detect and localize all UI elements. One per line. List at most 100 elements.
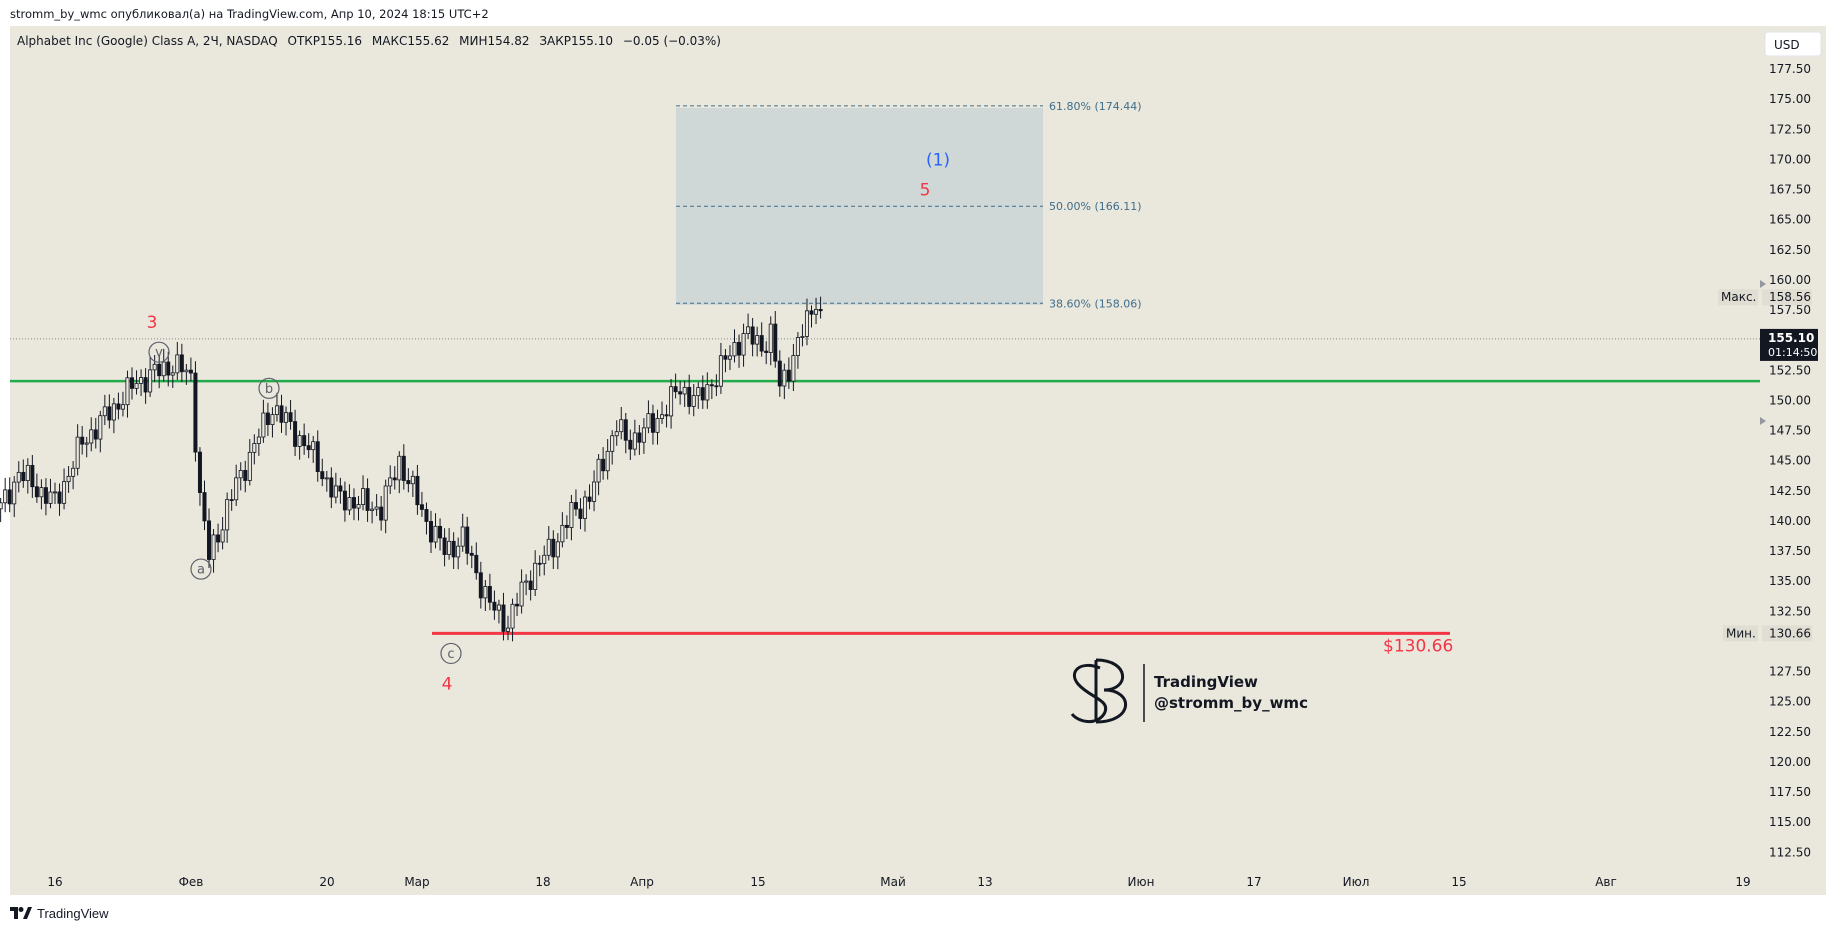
candle[interactable] <box>746 313 751 339</box>
candle[interactable] <box>773 311 778 368</box>
wave-label-5[interactable]: 5 <box>920 181 931 201</box>
candle[interactable] <box>111 397 116 434</box>
candle[interactable] <box>75 424 80 476</box>
candle[interactable] <box>737 334 742 368</box>
candle[interactable] <box>673 373 678 399</box>
candle[interactable] <box>714 374 719 397</box>
candle[interactable] <box>193 361 198 462</box>
candle[interactable] <box>320 458 325 487</box>
candle[interactable] <box>664 404 669 428</box>
wave-label-(1)[interactable]: (1) <box>926 150 950 170</box>
candle[interactable] <box>646 400 651 434</box>
candle[interactable] <box>379 496 384 531</box>
candle[interactable] <box>465 516 470 565</box>
candle[interactable] <box>284 406 289 436</box>
candle[interactable] <box>528 570 533 601</box>
candle[interactable] <box>388 465 393 495</box>
candle[interactable] <box>632 419 637 456</box>
candle[interactable] <box>669 378 674 429</box>
candle[interactable] <box>424 502 429 535</box>
candle[interactable] <box>727 345 732 371</box>
candle[interactable] <box>619 406 624 440</box>
candle[interactable] <box>80 425 85 455</box>
candle[interactable] <box>483 580 488 612</box>
candle[interactable] <box>347 484 352 516</box>
candle[interactable] <box>25 458 30 494</box>
candle[interactable] <box>261 399 266 443</box>
candle[interactable] <box>438 518 443 551</box>
candle[interactable] <box>143 368 148 404</box>
candle[interactable] <box>102 394 107 426</box>
candle[interactable] <box>583 490 588 532</box>
candle[interactable] <box>641 418 646 454</box>
candle[interactable] <box>220 517 225 550</box>
candle[interactable] <box>546 526 551 561</box>
candle[interactable] <box>238 462 243 491</box>
candle[interactable] <box>84 436 89 458</box>
candle[interactable] <box>660 401 665 424</box>
candle[interactable] <box>229 489 234 511</box>
candle[interactable] <box>791 343 796 392</box>
candle[interactable] <box>460 513 465 552</box>
candle[interactable] <box>98 410 103 453</box>
candle[interactable] <box>496 599 501 624</box>
candle[interactable] <box>573 489 578 516</box>
candle[interactable] <box>392 466 397 490</box>
wave-label-a[interactable]: a <box>197 563 205 578</box>
candle[interactable] <box>614 420 619 446</box>
candle[interactable] <box>216 523 221 553</box>
candle[interactable] <box>170 365 175 388</box>
candle[interactable] <box>560 512 565 548</box>
candle[interactable] <box>48 478 53 509</box>
candle[interactable] <box>510 598 515 642</box>
candle[interactable] <box>21 459 26 488</box>
candle[interactable] <box>587 484 592 510</box>
candle[interactable] <box>678 380 683 405</box>
candle[interactable] <box>179 343 184 383</box>
candle[interactable] <box>148 356 153 397</box>
candle[interactable] <box>302 423 307 455</box>
candle[interactable] <box>288 400 293 430</box>
candles[interactable] <box>0 296 823 642</box>
candle[interactable] <box>732 329 737 363</box>
candle[interactable] <box>750 317 755 357</box>
candle[interactable] <box>234 464 239 506</box>
footer-logo[interactable]: TradingView <box>10 905 109 921</box>
candle[interactable] <box>524 574 529 596</box>
wave-label-c[interactable]: c <box>447 647 454 662</box>
candle[interactable] <box>188 357 193 382</box>
candle[interactable] <box>397 451 402 494</box>
candle[interactable] <box>279 394 284 433</box>
candle[interactable] <box>152 355 157 382</box>
wave-label-3[interactable]: 3 <box>147 313 158 333</box>
candle[interactable] <box>125 370 130 418</box>
candle[interactable] <box>184 363 189 385</box>
price-axis[interactable]: 177.50 175.00 172.50 170.00 167.50 165.00 162.… <box>1769 62 1811 859</box>
candle[interactable] <box>306 433 311 459</box>
alert-arrow-icon[interactable] <box>1760 280 1766 288</box>
candle[interactable] <box>433 513 438 549</box>
candle[interactable] <box>53 482 58 504</box>
candle[interactable] <box>297 430 302 460</box>
candle[interactable] <box>311 435 316 463</box>
candle[interactable] <box>718 342 723 394</box>
candle[interactable] <box>166 351 171 387</box>
candle[interactable] <box>655 409 660 445</box>
candle[interactable] <box>596 454 601 496</box>
candle[interactable] <box>161 348 166 382</box>
candle[interactable] <box>700 375 705 409</box>
candle[interactable] <box>401 444 406 490</box>
candle[interactable] <box>157 355 162 389</box>
candle[interactable] <box>723 348 728 373</box>
candle[interactable] <box>43 478 48 516</box>
currency-button[interactable]: USD <box>1764 31 1822 57</box>
candle[interactable] <box>814 297 819 325</box>
time-axis[interactable]: 16 Фев 20 Мар 18 Апр 15 Май 13 Июн 17 Июл 15 Авг 19 <box>47 875 1750 889</box>
candle[interactable] <box>175 341 180 380</box>
candle[interactable] <box>442 528 447 567</box>
candle[interactable] <box>555 533 560 570</box>
candle[interactable] <box>755 326 760 357</box>
candle[interactable] <box>782 363 787 400</box>
wave-label-4[interactable]: 4 <box>442 675 453 695</box>
candle[interactable] <box>293 409 298 456</box>
